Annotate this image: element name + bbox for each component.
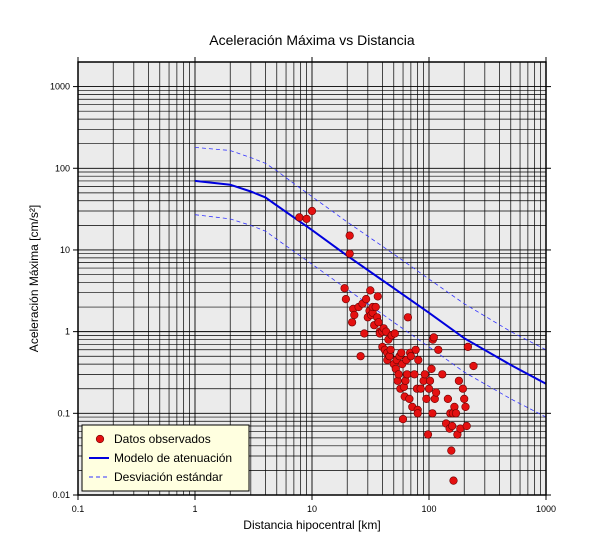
std-deviation-line: [194, 147, 547, 351]
data-point: [350, 310, 359, 320]
y-tick-label: 1000: [50, 82, 70, 92]
data-point: [373, 292, 382, 301]
legend: Datos observados Modelo de atenuación Desv…: [81, 424, 250, 492]
y-axis-label: Aceleración Máxima [cm/s²]: [27, 205, 41, 352]
data-point: [406, 352, 416, 361]
data-point: [360, 329, 369, 338]
data-point: [462, 421, 471, 431]
data-point: [414, 355, 423, 365]
data-point: [345, 249, 354, 258]
x-tick-label: 1: [192, 504, 197, 514]
y-tick-label: 0.01: [52, 490, 70, 500]
data-point: [454, 376, 464, 385]
data-point: [463, 342, 473, 352]
data-point: [451, 409, 461, 418]
y-tick-label: 100: [55, 163, 70, 173]
model-line: [194, 179, 547, 385]
data-point: [302, 214, 311, 223]
legend-marker-points: [95, 434, 105, 444]
data-point: [374, 318, 383, 327]
data-point: [449, 476, 458, 485]
data-point: [366, 286, 375, 295]
data-point: [382, 327, 391, 336]
data-point: [362, 295, 371, 304]
data-point: [390, 329, 399, 338]
data-point: [341, 295, 351, 304]
data-point: [403, 370, 412, 379]
data-point: [345, 231, 354, 240]
data-point: [458, 384, 468, 393]
data-point: [410, 370, 419, 379]
data-point: [427, 364, 436, 374]
data-point: [423, 430, 433, 439]
legend-label: Datos observados: [114, 432, 211, 446]
data-point: [438, 370, 447, 379]
data-point: [398, 415, 408, 424]
data-point: [460, 394, 469, 404]
x-tick-label: 0.1: [72, 504, 85, 514]
y-tick-label: 0.1: [57, 408, 70, 418]
chart-title: Aceleración Máxima vs Distancia: [209, 32, 415, 48]
data-point: [356, 352, 365, 361]
data-point: [371, 302, 380, 312]
data-point: [386, 345, 395, 354]
y-tick-label: 10: [60, 245, 70, 255]
data-point: [432, 388, 441, 397]
std-deviation-lines: [194, 147, 547, 418]
data-point: [340, 284, 349, 293]
data-point: [411, 345, 420, 354]
x-tick-label: 100: [421, 504, 436, 514]
grid-lines: [77, 61, 546, 496]
data-point: [428, 409, 437, 418]
legend-box: [81, 424, 250, 492]
data-point: [424, 384, 434, 393]
data-point: [469, 361, 478, 371]
data-point: [403, 313, 413, 322]
x-tick-label: 1000: [536, 504, 556, 514]
data-point: [420, 370, 429, 379]
data-point: [447, 446, 456, 455]
data-point: [434, 345, 443, 354]
y-tick-label: 1: [65, 327, 70, 337]
std-deviation-line: [194, 214, 547, 418]
data-point: [413, 409, 422, 418]
observed-data-points: [295, 206, 478, 485]
data-point: [425, 376, 435, 385]
data-point: [348, 318, 357, 327]
data-point: [397, 348, 406, 357]
data-point: [405, 394, 414, 404]
data-point: [461, 402, 470, 412]
data-point: [429, 333, 438, 342]
attenuation-model-line: [194, 179, 547, 385]
data-point: [307, 206, 317, 216]
legend-label: Desviación estándar: [114, 470, 223, 484]
data-point: [416, 384, 425, 393]
legend-label: Modelo de atenuación: [114, 451, 232, 465]
data-point: [443, 394, 453, 404]
data-point: [422, 394, 431, 404]
x-axis-label: Distancia hipocentral [km]: [243, 518, 380, 532]
data-point: [295, 213, 304, 222]
data-point: [448, 421, 457, 431]
data-point: [394, 370, 403, 379]
x-tick-label: 10: [307, 504, 317, 514]
